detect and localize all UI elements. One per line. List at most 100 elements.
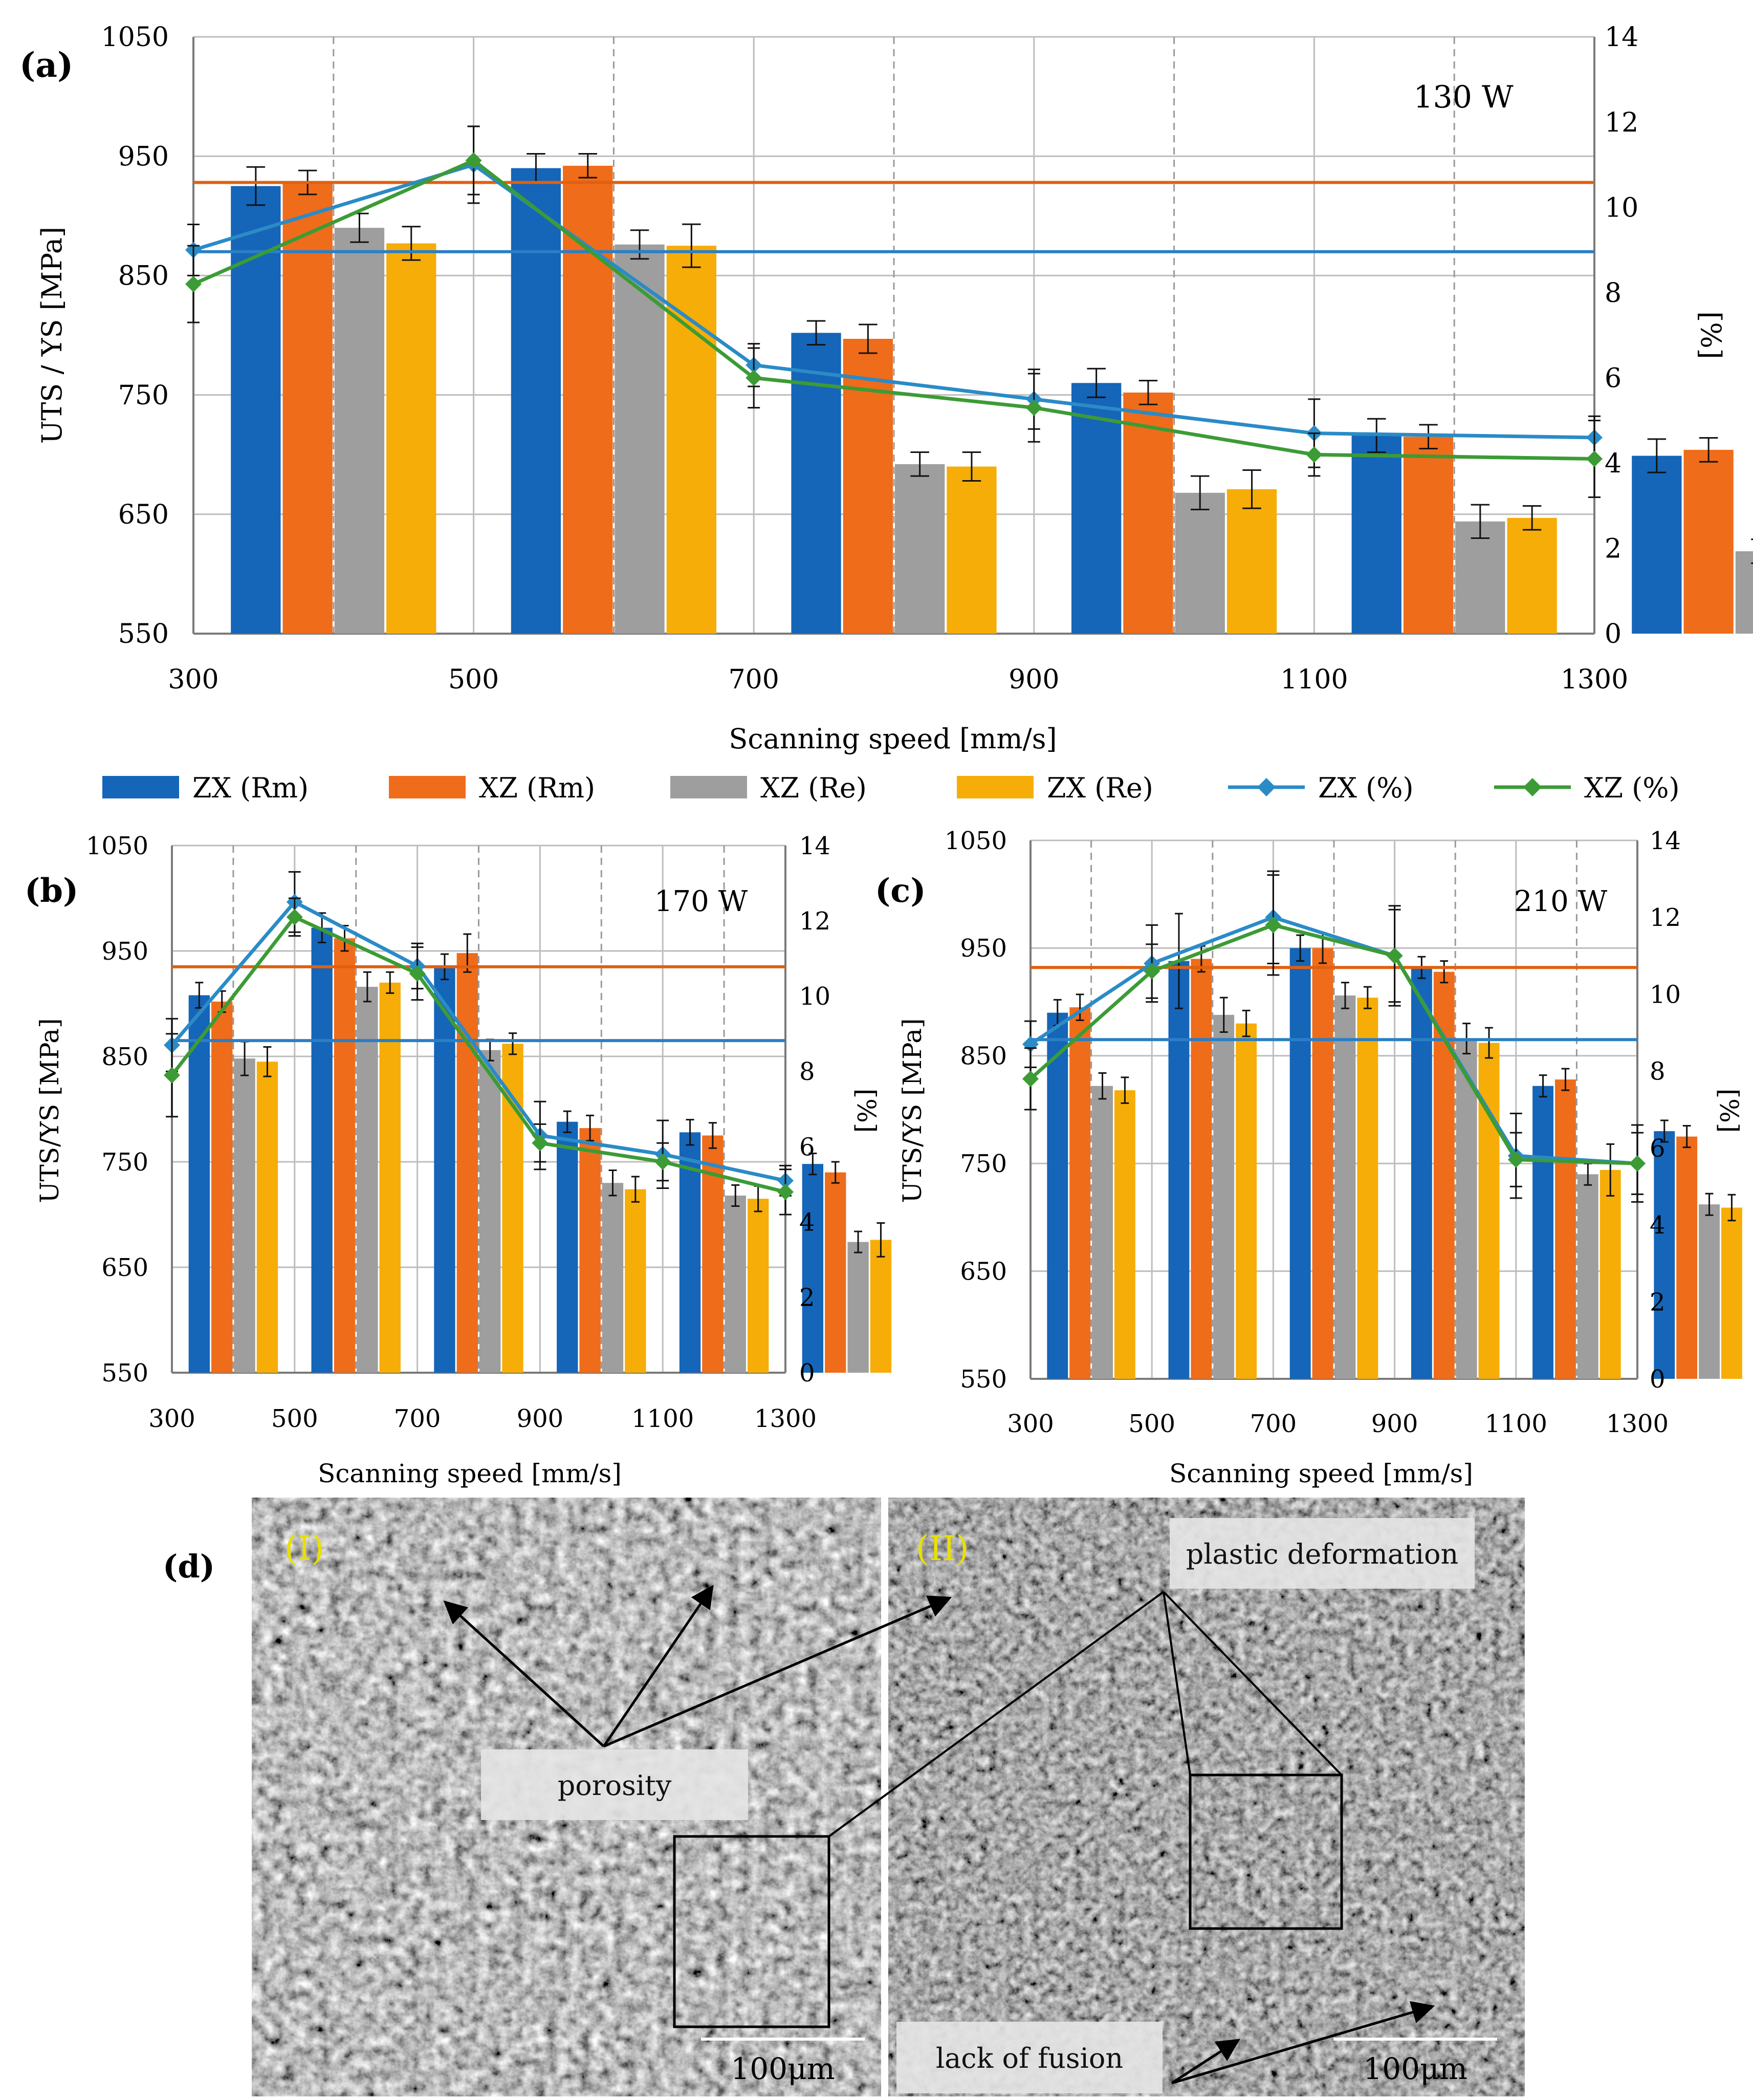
y2-tick-label: 6 (1605, 363, 1621, 394)
bar (843, 339, 893, 634)
y-tick-label: 1050 (945, 827, 1007, 855)
bar (1047, 1013, 1068, 1379)
y2-axis-title: [%] (1695, 311, 1727, 359)
bar (1191, 959, 1212, 1379)
y2-tick-label: 4 (799, 1208, 815, 1237)
y2-tick-label: 0 (1605, 619, 1621, 650)
bar (479, 1050, 500, 1373)
y-tick-label: 650 (101, 1253, 148, 1282)
bar (1236, 1024, 1257, 1379)
bar (1683, 450, 1733, 634)
legend-label: ZX (Re) (1047, 772, 1153, 804)
x-tick-label: 1300 (1561, 664, 1628, 695)
bar (870, 1240, 891, 1373)
chart-panel-c: 550650750850950105002468101214300 500 700 9… (875, 827, 1744, 1488)
y-tick-label: 1050 (101, 22, 169, 53)
bar (847, 1242, 868, 1373)
bar (386, 243, 436, 634)
bar (1290, 948, 1311, 1379)
x-tick-label: 1100 (1485, 1410, 1547, 1438)
lack-of-fusion-label: lack of fusion (936, 2042, 1123, 2074)
y-tick-label: 650 (960, 1257, 1007, 1286)
bar (511, 168, 561, 634)
bar (1335, 995, 1356, 1379)
bar (1654, 1131, 1675, 1379)
y-tick-label: 650 (118, 500, 169, 530)
bar (1532, 1086, 1553, 1379)
legend-swatch (957, 776, 1034, 798)
y2-tick-label: 8 (1650, 1057, 1666, 1086)
y2-axis-title: [%] (851, 1089, 881, 1133)
bar (1169, 961, 1190, 1379)
x-tick-label: 500 (1128, 1410, 1175, 1438)
bar (625, 1189, 646, 1373)
line-marker (185, 276, 202, 292)
bar (947, 467, 996, 634)
chart-panel-a: 550 650 750 850 950 1050 0 2 4 6 8 10 12 14 300 500 700 9… (19, 22, 1753, 755)
y2-axis-title: [%] (1714, 1089, 1744, 1133)
y2-tick-label: 4 (1650, 1211, 1666, 1240)
legend-swatch (389, 776, 466, 798)
y2-tick-label: 4 (1605, 448, 1621, 479)
line-marker (1629, 1155, 1646, 1172)
bar (1507, 518, 1557, 634)
bar (234, 1058, 255, 1373)
figure: 550650750850950105002468101214300 500 700 9… (0, 0, 1753, 2100)
bar (602, 1183, 623, 1373)
bar (257, 1062, 278, 1373)
bar (725, 1196, 746, 1373)
bar (1600, 1170, 1621, 1379)
bar (1479, 1043, 1500, 1379)
bar (579, 1128, 600, 1373)
legend-swatch (102, 776, 179, 798)
bar (334, 938, 355, 1373)
y-tick-label: 550 (960, 1365, 1007, 1394)
bar (1069, 1007, 1090, 1379)
bar (1411, 967, 1432, 1379)
line-marker (1586, 451, 1603, 467)
y-tick-label: 850 (118, 261, 169, 292)
y-tick-label: 750 (101, 1148, 148, 1177)
x-axis-title: Scanning speed [mm/s] (1169, 1459, 1473, 1488)
y2-tick-label: 8 (1605, 278, 1621, 309)
bar (1632, 456, 1681, 634)
y-tick-label: 550 (118, 619, 169, 650)
legend-marker (1257, 778, 1276, 796)
y2-tick-label: 14 (1605, 22, 1638, 53)
x-tick-label: 700 (1250, 1410, 1297, 1438)
bar (1555, 1079, 1576, 1379)
legend: ZX (Rm) XZ (Rm) XZ (Re) ZX (Re) ZX (%) XZ (%) (102, 772, 1680, 804)
y2-tick-label: 12 (799, 907, 830, 936)
bar (1213, 1015, 1234, 1379)
y-tick-label: 850 (960, 1042, 1007, 1071)
y-tick-label: 950 (960, 934, 1007, 963)
bar (1175, 493, 1225, 634)
x-tick-label: 1300 (754, 1404, 817, 1433)
micrograph-panel: (d) (I) (II) porosity plastic deformatio… (163, 1498, 1525, 2096)
bar (791, 333, 841, 634)
bar (311, 928, 332, 1373)
power-label: 170 W (654, 885, 748, 918)
bar (1577, 1174, 1598, 1379)
x-tick-label: 1100 (631, 1404, 694, 1433)
y2-tick-label: 10 (1605, 192, 1638, 223)
panel-label: (c) (875, 872, 926, 910)
y-axis-title: UTS/YS [MPa] (897, 1018, 927, 1203)
x-axis-title: Scanning speed [mm/s] (729, 723, 1057, 755)
chart-panel-b: 550 650 750 850 950 1050 0 2 4 6 8 10 12 14 300 500 700 9… (25, 832, 891, 1488)
bar (335, 228, 384, 634)
bar (1227, 489, 1277, 634)
y2-tick-label: 2 (1605, 534, 1621, 565)
y-tick-label: 550 (101, 1359, 148, 1388)
line-marker (1387, 947, 1403, 964)
y2-tick-label: 6 (1650, 1134, 1666, 1163)
panel-label: (a) (19, 45, 73, 85)
bar (434, 967, 455, 1373)
sem-label-left: (I) (284, 1529, 324, 1568)
legend-label: ZX (Rm) (192, 772, 309, 804)
bar (1092, 1086, 1113, 1379)
x-tick-label: 900 (1371, 1410, 1418, 1438)
power-label: 130 W (1413, 79, 1514, 115)
y2-tick-label: 12 (1605, 107, 1638, 138)
y-tick-label: 950 (118, 141, 169, 172)
